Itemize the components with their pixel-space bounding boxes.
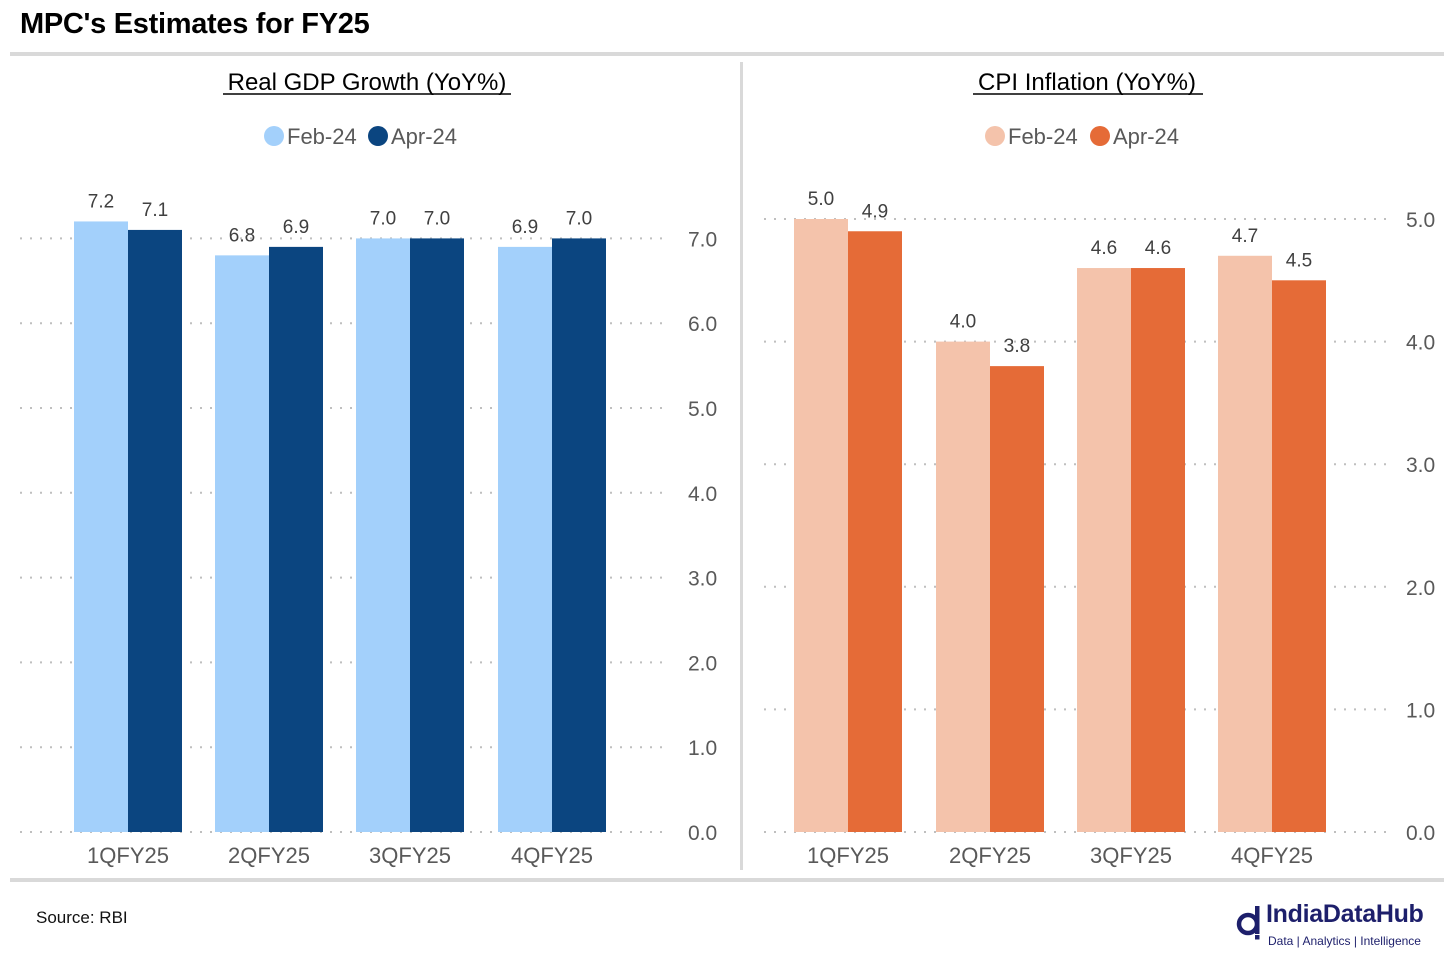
gdp-x-tick-label: 4QFY25: [511, 843, 593, 868]
gdp-x-tick-label: 3QFY25: [369, 843, 451, 868]
cpi-data-label: 4.6: [1091, 238, 1117, 259]
cpi-data-label: 4.9: [862, 201, 888, 222]
page-title: MPC's Estimates for FY25: [20, 8, 370, 40]
gdp-x-tick-label: 1QFY25: [87, 843, 169, 868]
cpi-bar-apr-24-2qfy25: [990, 366, 1044, 832]
cpi-x-tick-label: 4QFY25: [1231, 843, 1313, 868]
cpi-bar-apr-24-3qfy25: [1131, 268, 1185, 832]
gdp-bar-apr-24-3qfy25: [410, 238, 464, 832]
gdp-legend-label-feb-24: Feb-24: [287, 124, 357, 149]
cpi-bar-feb-24-2qfy25: [936, 341, 990, 832]
gdp-data-label: 7.1: [142, 200, 168, 221]
gdp-data-label: 7.2: [88, 191, 114, 212]
cpi-bar-feb-24-3qfy25: [1077, 268, 1131, 832]
gdp-y-tick-label: 4.0: [688, 483, 717, 506]
bottom-divider-line: [10, 878, 1444, 882]
gdp-y-tick-label: 1.0: [688, 737, 717, 760]
cpi-x-tick-label: 1QFY25: [807, 843, 889, 868]
cpi-data-label: 4.5: [1286, 250, 1312, 271]
gdp-bar-feb-24-2qfy25: [215, 255, 269, 833]
cpi-x-tick-label: 2QFY25: [949, 843, 1031, 868]
gdp-y-tick-label: 6.0: [688, 313, 717, 336]
gdp-bar-feb-24-4qfy25: [498, 246, 552, 832]
cpi-legend-marker-feb-24: [985, 126, 1005, 146]
cpi-bar-apr-24-4qfy25: [1272, 280, 1326, 832]
cpi-data-label: 3.8: [1004, 336, 1030, 357]
cpi-y-tick-label: 4.0: [1406, 332, 1435, 355]
cpi-y-tick-label: 5.0: [1406, 209, 1435, 232]
brand-tagline: Data | Analytics | Intelligence: [1268, 934, 1421, 948]
gdp-data-label: 7.0: [566, 208, 592, 229]
gdp-legend-marker-apr-24: [368, 126, 388, 146]
indiadatahub-logo-icon: [1236, 906, 1260, 940]
cpi-data-label: 4.6: [1145, 238, 1171, 259]
gdp-bar-apr-24-1qfy25: [128, 229, 182, 833]
cpi-data-label: 4.7: [1232, 226, 1258, 247]
gdp-bar-feb-24-3qfy25: [356, 238, 410, 832]
cpi-y-tick-label: 2.0: [1406, 577, 1435, 600]
gdp-data-label: 7.0: [424, 208, 450, 229]
cpi-y-tick-label: 1.0: [1406, 699, 1435, 722]
gdp-bar-apr-24-2qfy25: [269, 246, 323, 832]
cpi-data-label: 5.0: [808, 189, 834, 210]
gdp-y-tick-label: 0.0: [688, 822, 717, 845]
cpi-inflation-chart: CPI Inflation (YoY%) Feb-24 Apr-24 0.0 1.0 2.…: [764, 69, 1435, 868]
brand-name: IndiaDataHub: [1266, 900, 1424, 928]
gdp-chart-title: Real GDP Growth (YoY%): [228, 69, 507, 96]
cpi-bar-apr-24-1qfy25: [848, 231, 902, 832]
cpi-x-tick-label: 3QFY25: [1090, 843, 1172, 868]
cpi-legend-label-apr-24: Apr-24: [1113, 124, 1179, 149]
gdp-data-label: 7.0: [370, 208, 396, 229]
gdp-legend-marker-feb-24: [264, 126, 284, 146]
source-note: Source: RBI: [36, 908, 128, 927]
cpi-data-label: 4.0: [950, 312, 976, 333]
cpi-y-tick-label: 0.0: [1406, 822, 1435, 845]
gdp-y-tick-label: 2.0: [688, 652, 717, 675]
gdp-bar-apr-24-4qfy25: [552, 238, 606, 832]
gdp-y-tick-label: 7.0: [688, 228, 717, 251]
gdp-data-label: 6.8: [229, 225, 255, 246]
gdp-data-label: 6.9: [512, 217, 538, 238]
gdp-x-tick-label: 2QFY25: [228, 843, 310, 868]
cpi-y-tick-label: 3.0: [1406, 454, 1435, 477]
brand-logo-block: IndiaDataHub Data | Analytics | Intellig…: [1236, 900, 1448, 952]
cpi-legend-label-feb-24: Feb-24: [1008, 124, 1078, 149]
cpi-legend-marker-apr-24: [1090, 126, 1110, 146]
gdp-growth-chart: Real GDP Growth (YoY%) Feb-24 Apr-24 0.0 1.0…: [20, 69, 717, 868]
top-divider-line: [10, 52, 1444, 56]
cpi-bar-feb-24-1qfy25: [794, 219, 848, 832]
cpi-bar-feb-24-4qfy25: [1218, 255, 1272, 832]
gdp-y-tick-label: 5.0: [688, 398, 717, 421]
gdp-data-label: 6.9: [283, 217, 309, 238]
gdp-legend-label-apr-24: Apr-24: [391, 124, 457, 149]
panel-divider: [740, 62, 743, 870]
gdp-y-tick-label: 3.0: [688, 568, 717, 591]
gdp-bar-feb-24-1qfy25: [74, 221, 128, 832]
cpi-chart-title: CPI Inflation (YoY%): [978, 69, 1196, 96]
